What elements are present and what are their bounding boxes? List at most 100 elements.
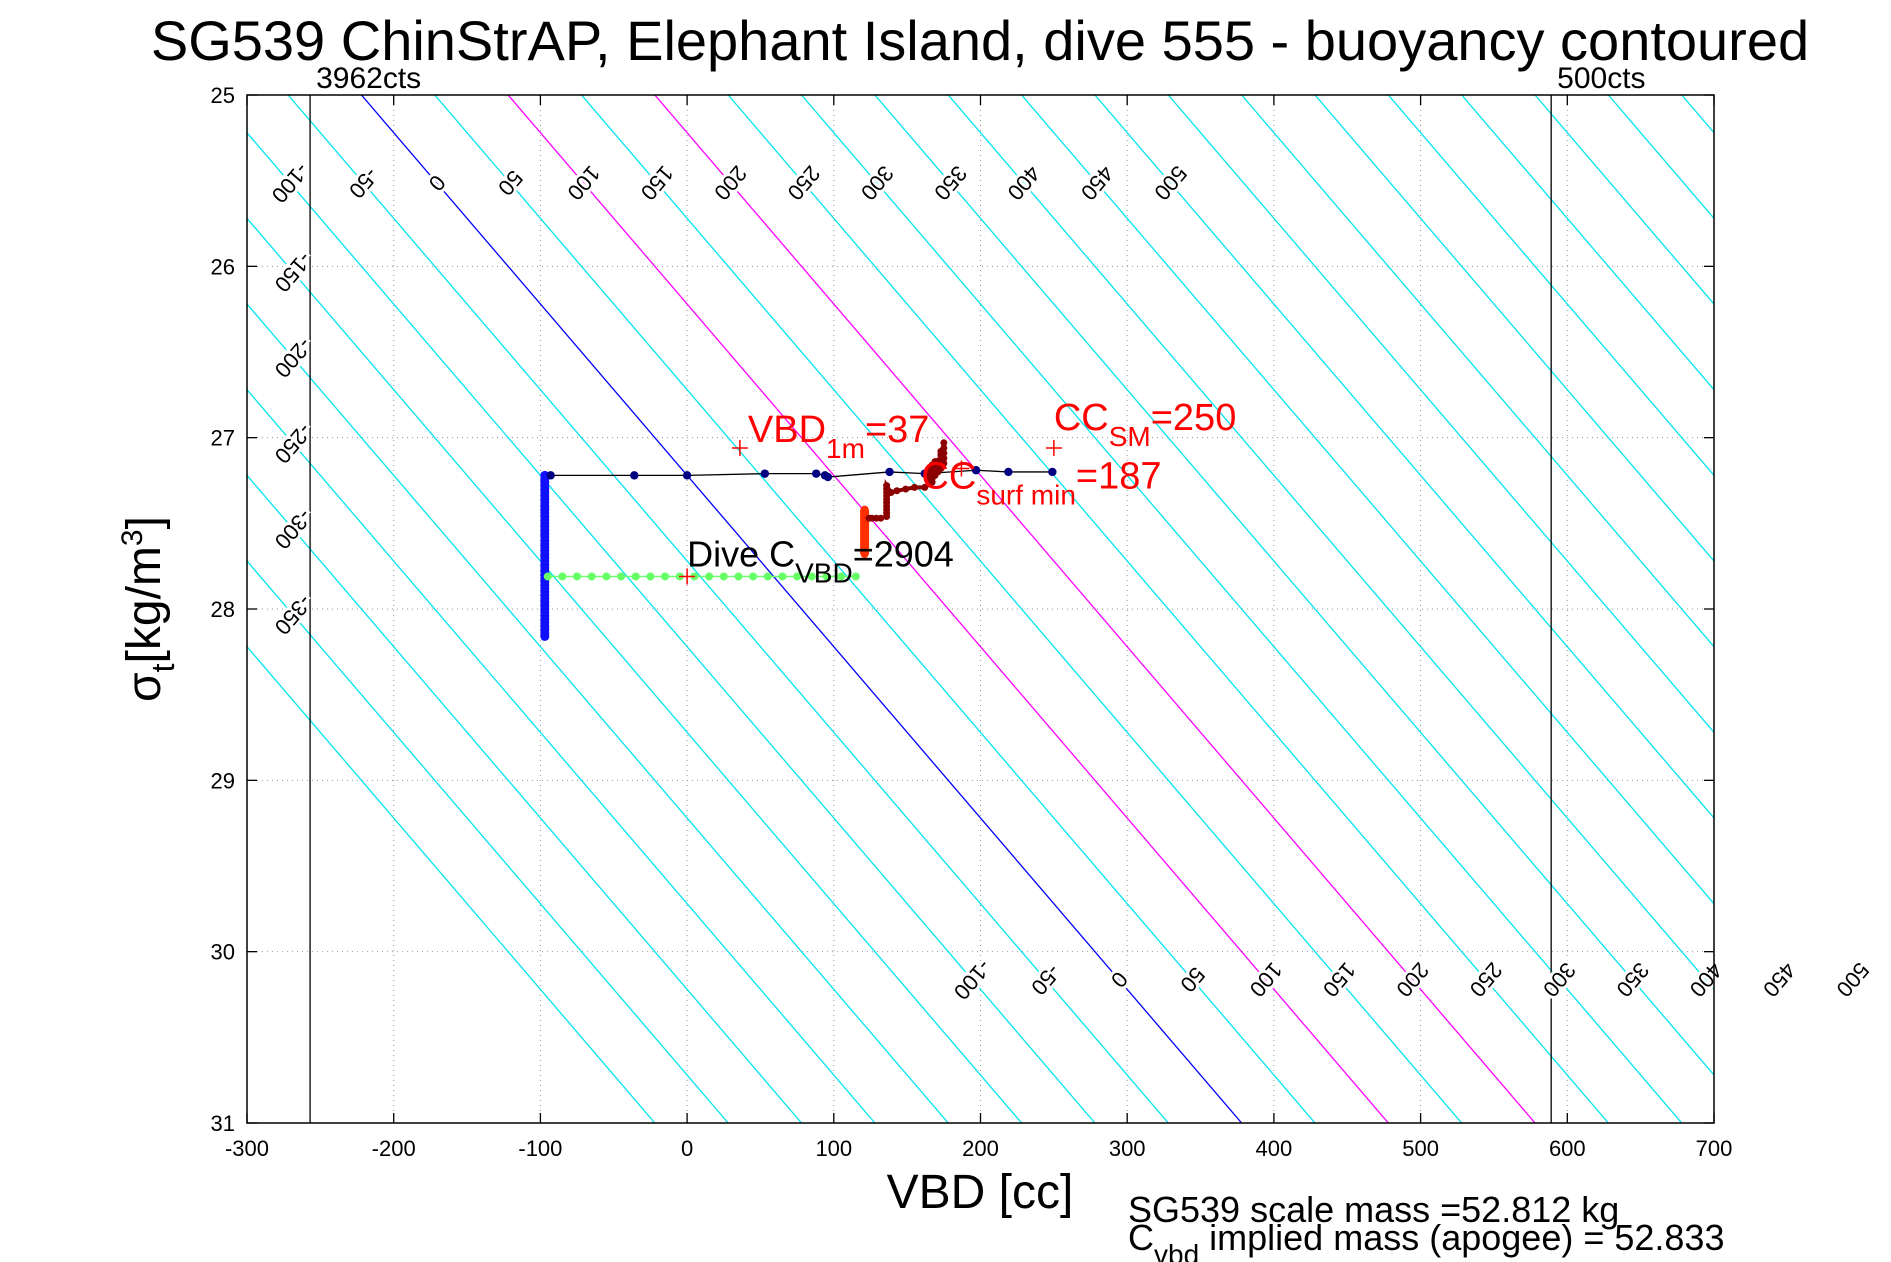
contour-line-450 — [1021, 95, 1714, 905]
data-point — [940, 459, 948, 467]
footer-cvbd-symbol: C — [1128, 1217, 1154, 1258]
footer-scale-mass: SG539 scale mass =52.812 kg — [1128, 1189, 1619, 1230]
y-axis-ticks: 25 26 27 28 29 30 31 — [211, 83, 1714, 1136]
contour-line-350 — [874, 95, 1714, 1077]
x-tick-label: 100 — [815, 1136, 852, 1161]
y-axis-label-subscript: t — [145, 663, 181, 672]
contour-line-700 — [1387, 95, 1714, 477]
data-point — [630, 471, 639, 480]
contour-line--200 — [247, 303, 949, 1123]
y-tick-label: 30 — [211, 940, 235, 965]
x-tick-label: 300 — [1109, 1136, 1146, 1161]
data-point — [661, 572, 670, 581]
y-axis-label-units: [kg/m — [118, 546, 171, 663]
x-tick-label: 200 — [962, 1136, 999, 1161]
data-point — [587, 572, 596, 581]
contour-line--350 — [247, 560, 729, 1123]
data-point — [793, 572, 802, 581]
svg-text:Cvbd implied mass (apogee) = 5: Cvbd implied mass (apogee) = 52.833 — [1128, 1217, 1724, 1262]
data-point — [646, 572, 655, 581]
y-axis-label: σt[kg/m3] — [116, 516, 181, 702]
y-axis-label-symbol: σ — [118, 672, 171, 702]
data-series — [540, 439, 1057, 641]
annotation-dive-c: Dive CVBD=2904 — [687, 533, 954, 588]
data-point — [807, 572, 816, 581]
data-point — [822, 572, 831, 581]
marker-cross — [953, 460, 970, 477]
data-point — [540, 631, 550, 641]
data-point — [837, 572, 846, 581]
y-axis-label-close: ] — [118, 516, 171, 529]
data-point — [778, 572, 787, 581]
count-lines: 3962cts 500cts — [309, 62, 1646, 1123]
data-point — [617, 572, 626, 581]
data-point — [887, 488, 895, 496]
contour-line--50 — [287, 95, 1169, 1123]
contour-line--150 — [247, 217, 1023, 1123]
data-point — [940, 439, 948, 447]
x-axis-ticks: -300 -200 -100 0 100 200 300 400 500 600 700 — [225, 95, 1732, 1161]
contour-line--100 — [247, 131, 1096, 1123]
data-point — [543, 572, 552, 581]
contour-label: 500 — [1831, 958, 1874, 1002]
y-tick-label: 29 — [211, 768, 235, 793]
contour-line-100 — [507, 95, 1389, 1123]
contour-line-0 — [360, 95, 1243, 1123]
contour-line-300 — [801, 95, 1683, 1123]
series-dark-red-steps — [865, 439, 948, 522]
footer: SG539 scale mass =52.812 kg Cvbd implied… — [1128, 1189, 1724, 1262]
data-point — [893, 487, 901, 495]
marker-cross — [679, 568, 696, 585]
annotation-cc: CCsurf min=187 — [921, 456, 1161, 511]
data-point — [940, 454, 948, 462]
y-axis-label-superscript: 3 — [116, 529, 149, 546]
data-point — [573, 572, 582, 581]
contour-label: 450 — [1758, 958, 1801, 1002]
contour-line-400 — [947, 95, 1714, 991]
contour-line-650 — [1314, 95, 1714, 563]
contour-line--250 — [247, 388, 876, 1123]
data-point — [940, 444, 948, 452]
data-point — [877, 514, 885, 522]
data-point — [719, 572, 728, 581]
x-tick-label: -200 — [372, 1136, 416, 1161]
contour-line--300 — [247, 474, 803, 1123]
footer-cvbd-subscript: vbd — [1154, 1239, 1199, 1262]
x-tick-label: 0 — [681, 1136, 693, 1161]
x-tick-label: 700 — [1696, 1136, 1733, 1161]
data-point — [631, 572, 640, 581]
contour-line-150 — [580, 95, 1463, 1123]
annotation-vbd: VBD1m=37 — [748, 409, 930, 464]
buoyancy-contours — [247, 95, 1714, 1123]
data-point — [860, 550, 869, 559]
count-line-label: 500cts — [1557, 62, 1645, 95]
x-tick-label: -100 — [518, 1136, 562, 1161]
contour-line-50 — [434, 95, 1316, 1123]
data-point — [763, 572, 772, 581]
data-point — [546, 471, 555, 480]
x-tick-label: 400 — [1256, 1136, 1293, 1161]
data-point — [851, 572, 860, 581]
series-descent-column — [540, 470, 550, 641]
data-point — [971, 466, 981, 475]
y-tick-label: 28 — [211, 597, 235, 622]
contour-line-750 — [1461, 95, 1714, 391]
x-axis-label: VBD [cc] — [887, 1166, 1074, 1219]
data-point — [734, 572, 743, 581]
footer-implied-mass: implied mass (apogee) = 52.833 — [1199, 1217, 1724, 1258]
x-tick-label: 500 — [1402, 1136, 1439, 1161]
series-near-surface-path — [546, 466, 1057, 482]
count-line-label: 3962cts — [316, 62, 421, 95]
data-point — [811, 469, 821, 478]
contour-line-250 — [727, 95, 1609, 1123]
x-tick-label: 600 — [1549, 1136, 1586, 1161]
contour-line--400 — [247, 645, 656, 1123]
data-point — [902, 485, 910, 493]
data-point — [910, 483, 918, 491]
data-point — [705, 572, 714, 581]
data-point — [885, 467, 894, 477]
contour-line-600 — [1241, 95, 1714, 648]
data-point — [1048, 467, 1057, 477]
